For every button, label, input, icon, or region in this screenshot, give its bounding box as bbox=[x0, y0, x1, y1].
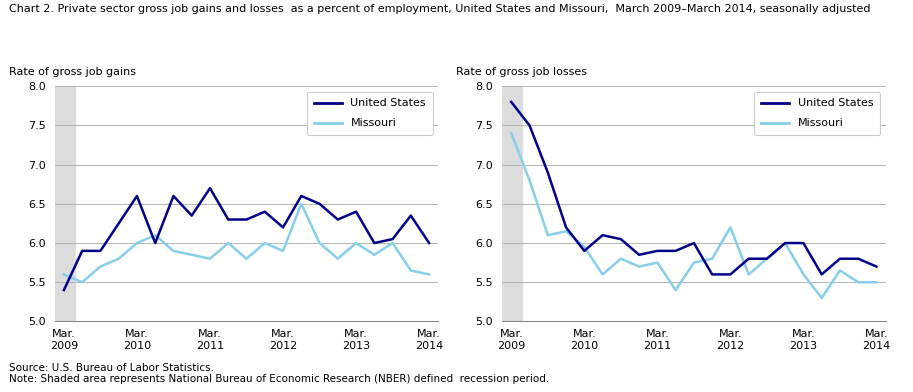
Text: Rate of gross job losses: Rate of gross job losses bbox=[456, 67, 587, 77]
Bar bbox=[55, 86, 75, 321]
Text: Source: U.S. Bureau of Labor Statistics.
Note: Shaded area represents National B: Source: U.S. Bureau of Labor Statistics.… bbox=[9, 363, 550, 384]
Bar bbox=[502, 86, 522, 321]
Legend: United States, Missouri: United States, Missouri bbox=[754, 92, 880, 135]
Text: Rate of gross job gains: Rate of gross job gains bbox=[9, 67, 136, 77]
Text: Chart 2. Private sector gross job gains and losses  as a percent of employment, : Chart 2. Private sector gross job gains … bbox=[9, 4, 871, 14]
Legend: United States, Missouri: United States, Missouri bbox=[307, 92, 433, 135]
